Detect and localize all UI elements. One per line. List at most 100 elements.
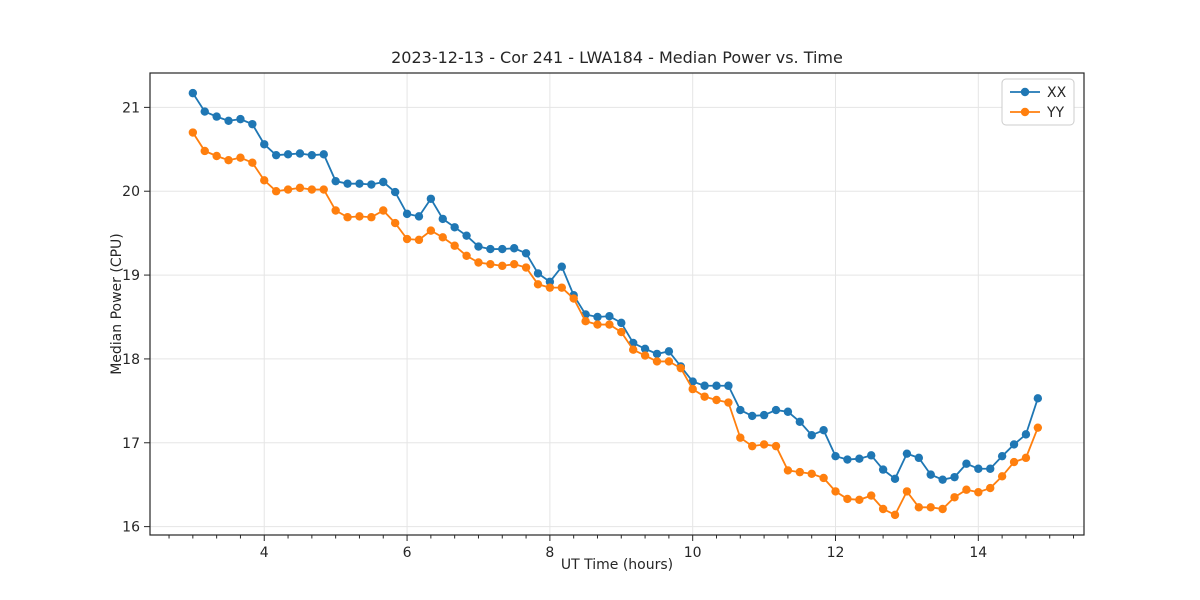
data-point-XX <box>212 112 221 121</box>
data-point-YY <box>355 212 364 221</box>
data-point-XX <box>343 179 352 188</box>
data-point-XX <box>831 451 840 461</box>
data-point-YY <box>307 185 317 194</box>
data-point-XX <box>605 311 614 321</box>
data-point-YY <box>474 258 483 267</box>
series-line-XX <box>192 92 1039 481</box>
data-point-YY <box>997 472 1007 481</box>
series-XX <box>188 88 1043 484</box>
data-point-XX <box>426 194 436 203</box>
data-point-YY <box>581 316 590 326</box>
data-point-YY <box>688 384 697 394</box>
data-point-XX <box>843 455 852 464</box>
data-point-XX <box>997 451 1007 461</box>
data-point-YY <box>236 153 245 162</box>
data-point-XX <box>545 277 555 286</box>
legend-box <box>1001 78 1075 126</box>
data-point-YY <box>379 206 388 215</box>
data-point-YY <box>509 259 519 269</box>
x-tick-label: 14 <box>969 545 987 561</box>
data-point-XX <box>783 407 793 416</box>
data-point-XX <box>355 179 364 188</box>
data-point-XX <box>224 116 233 125</box>
data-point-XX <box>450 223 459 232</box>
data-point-XX <box>319 150 328 159</box>
plot-frame <box>149 72 1085 536</box>
data-point-YY <box>414 235 424 245</box>
y-tick-label: 16 <box>122 520 140 536</box>
data-point-XX <box>748 411 757 421</box>
chart-title: 2023-12-13 - Cor 241 - LWA184 - Median P… <box>391 48 843 67</box>
data-point-YY <box>319 185 328 194</box>
tick-labels: 4 6 8 10 12 14 16 17 18 19 20 21 <box>122 100 987 561</box>
legend: XX YY <box>1001 78 1075 126</box>
data-point-XX <box>617 318 626 328</box>
data-point-XX <box>1033 394 1043 403</box>
data-point-XX <box>593 312 602 322</box>
data-point-XX <box>486 244 495 254</box>
data-point-YY <box>736 433 745 442</box>
data-point-XX <box>283 150 293 159</box>
y-tick-label: 19 <box>122 268 140 284</box>
data-point-XX <box>521 249 531 258</box>
data-point-XX <box>260 140 269 149</box>
data-point-YY <box>462 251 471 260</box>
data-point-XX <box>188 88 198 98</box>
data-point-YY <box>212 151 221 161</box>
data-point-YY <box>498 261 507 271</box>
data-point-XX <box>902 449 912 458</box>
data-point-XX <box>712 381 721 390</box>
data-point-XX <box>402 209 412 219</box>
data-point-XX <box>664 347 674 356</box>
data-point-YY <box>1033 423 1043 432</box>
data-point-XX <box>974 464 983 473</box>
data-point-XX <box>855 454 864 463</box>
data-point-YY <box>819 473 828 483</box>
data-point-YY <box>878 504 888 514</box>
data-point-YY <box>188 128 198 137</box>
data-point-YY <box>700 392 709 401</box>
data-point-YY <box>593 320 602 329</box>
data-point-YY <box>640 351 650 360</box>
legend-label-YY: YY <box>1046 105 1065 121</box>
x-axis-label: UT Time (hours) <box>560 557 674 573</box>
data-point-YY <box>402 234 412 244</box>
data-point-YY <box>628 345 638 354</box>
data-point-YY <box>986 483 995 493</box>
data-point-YY <box>617 327 626 337</box>
data-point-XX <box>474 242 483 251</box>
data-point-XX <box>414 212 424 221</box>
data-point-YY <box>890 510 900 520</box>
data-point-XX <box>867 451 876 460</box>
data-point-YY <box>1009 457 1019 467</box>
data-point-YY <box>712 395 721 405</box>
legend-label-XX: XX <box>1047 85 1067 101</box>
y-tick-label: 20 <box>122 184 140 200</box>
data-point-XX <box>795 417 805 427</box>
legend-marker <box>1020 107 1030 117</box>
data-point-XX <box>533 269 543 278</box>
data-point-YY <box>771 441 781 451</box>
data-point-XX <box>986 464 995 473</box>
series-YY <box>188 128 1043 520</box>
data-point-XX <box>962 459 971 468</box>
data-point-YY <box>795 467 805 477</box>
data-point-XX <box>1009 440 1019 449</box>
data-point-YY <box>343 213 352 222</box>
data-point-XX <box>807 431 816 440</box>
data-point-XX <box>390 187 400 197</box>
data-point-YY <box>914 503 924 512</box>
data-point-XX <box>700 381 709 390</box>
data-point-YY <box>486 259 495 269</box>
data-point-YY <box>855 495 864 504</box>
data-point-XX <box>950 472 959 482</box>
x-tick-label: 12 <box>827 545 845 561</box>
data-point-XX <box>724 381 733 390</box>
data-point-YY <box>950 493 959 502</box>
data-point-XX <box>926 470 935 479</box>
data-point-XX <box>379 177 388 187</box>
data-point-XX <box>938 475 947 484</box>
data-point-YY <box>1021 453 1031 463</box>
